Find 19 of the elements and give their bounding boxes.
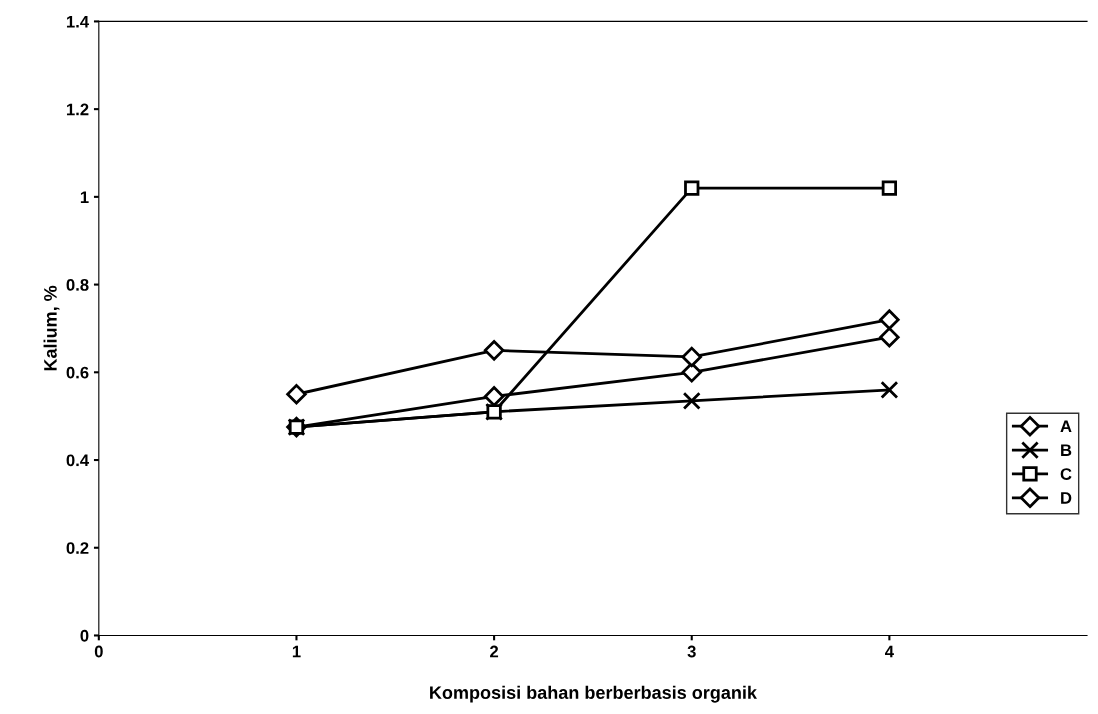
legend-label: A xyxy=(1060,420,1072,433)
x-tick-label: 0 xyxy=(94,645,103,658)
legend-label: B xyxy=(1061,444,1072,456)
x-tick-label: 4 xyxy=(885,645,894,658)
y-tick-label: 0.8 xyxy=(66,278,89,291)
x-tick-label: 2 xyxy=(490,645,499,658)
x-axis-title: Komposisi bahan berberbasis organik xyxy=(430,685,757,703)
y-tick-label: 0.2 xyxy=(66,542,89,554)
x-tick-label: 1 xyxy=(292,645,301,658)
y-tick-label: 1.4 xyxy=(66,15,90,28)
y-tick-label: 0 xyxy=(80,629,89,642)
legend-label: D xyxy=(1061,492,1072,504)
legend-label: C xyxy=(1060,468,1072,480)
y-tick-label: 1 xyxy=(80,191,89,203)
x-tick-label: 3 xyxy=(687,645,696,658)
y-tick-label: 0.4 xyxy=(66,454,90,467)
y-axis-title: Kalium, % xyxy=(43,285,60,371)
y-tick-label: 1.2 xyxy=(66,103,89,116)
y-tick-label: 0.6 xyxy=(66,366,89,379)
